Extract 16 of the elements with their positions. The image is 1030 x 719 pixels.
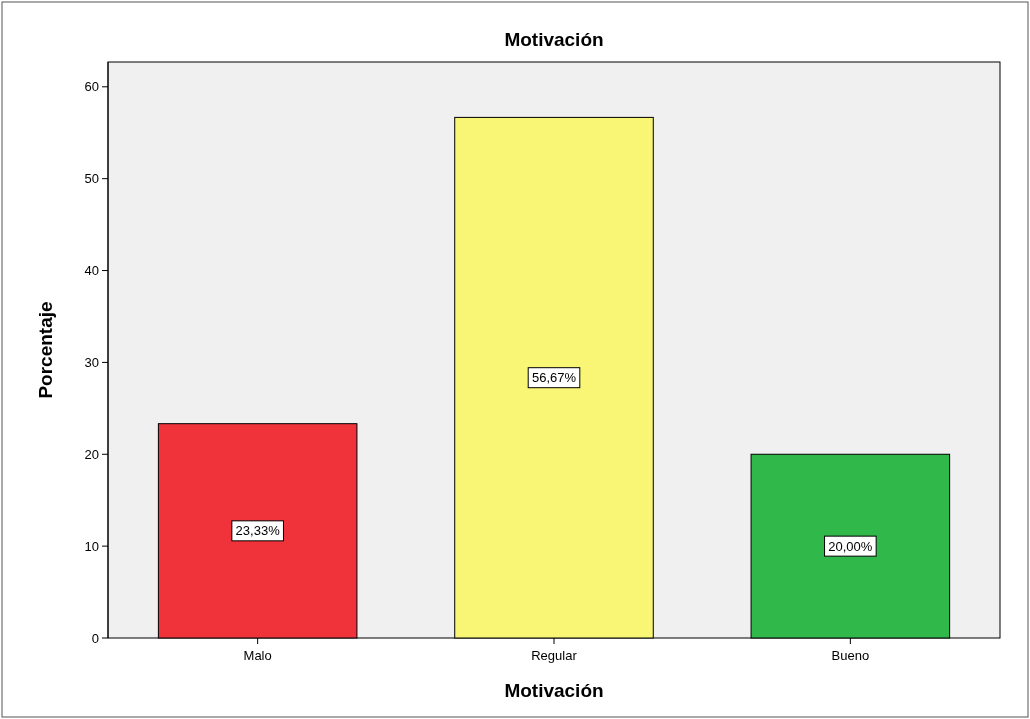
y-axis-title: Porcentaje [35, 301, 56, 399]
y-tick-label: 40 [84, 263, 99, 279]
data-label: 23,33% [235, 523, 281, 539]
x-tick-label: Malo [243, 648, 272, 663]
y-tick-label: 20 [84, 446, 99, 462]
y-tick-label: 10 [84, 538, 99, 554]
y-tick-label: 60 [84, 79, 99, 95]
x-axis-title: Motivación [504, 680, 604, 701]
data-label: 20,00% [828, 538, 873, 554]
x-tick-label: Bueno [831, 648, 870, 663]
data-label: 56,67% [531, 370, 577, 386]
chart-title: Motivación [504, 29, 604, 50]
x-tick-label: Regular [531, 648, 578, 663]
y-tick-label: 0 [91, 630, 99, 646]
y-tick-label: 50 [84, 171, 99, 187]
y-tick-label: 30 [84, 354, 99, 370]
